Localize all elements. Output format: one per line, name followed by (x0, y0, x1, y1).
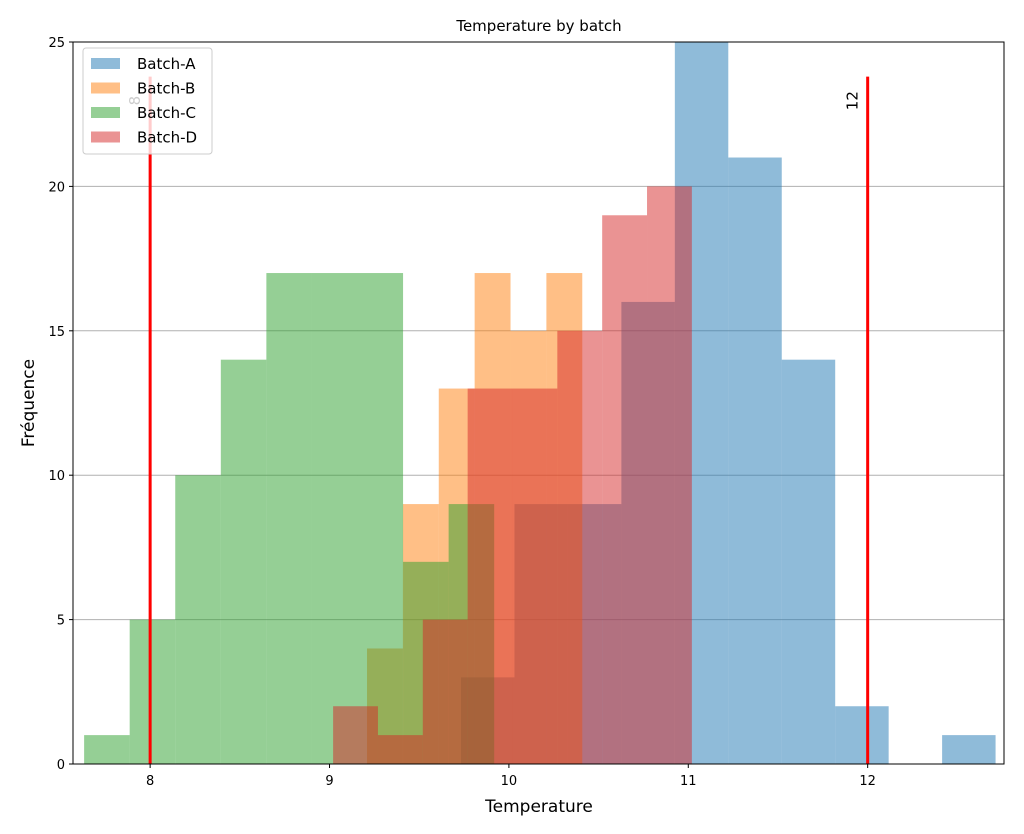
legend: Batch-A Batch-B Batch-C Batch-D (82, 47, 213, 155)
histogram-bar (422, 619, 468, 764)
axes-frame (72, 41, 1005, 765)
legend-label: Batch-C (137, 104, 196, 122)
histogram-bar (175, 475, 221, 764)
histogram-bar (311, 273, 358, 764)
y-tick-label: 0 (57, 758, 65, 773)
histogram-bar (467, 388, 513, 764)
y-tick-label: 15 (48, 325, 65, 340)
histogram-bar (942, 735, 996, 764)
legend-label: Batch-B (137, 80, 195, 98)
x-tick-label: 12 (859, 774, 876, 789)
x-tick-label: 10 (501, 774, 518, 789)
y-tick-label: 10 (48, 469, 65, 484)
chart-title: Temperature by batch (455, 17, 621, 35)
legend-swatch (91, 82, 120, 94)
histogram-bar (728, 157, 782, 764)
legend-swatch (91, 107, 120, 118)
histogram-bar (512, 388, 558, 764)
legend-swatch (91, 131, 120, 143)
x-tick-label: 9 (325, 774, 333, 789)
legend-box (82, 47, 213, 155)
histogram-bar (781, 359, 836, 764)
threshold-label: 12 (844, 91, 862, 110)
y-tick-label: 5 (57, 614, 65, 629)
histogram-bar (129, 619, 176, 764)
legend-label: Batch-D (137, 129, 197, 147)
histogram-bar (220, 359, 267, 764)
histogram-bar (357, 273, 404, 764)
x-axis-label: Temperature (484, 797, 593, 817)
y-axis-label: Fréquence (19, 359, 39, 447)
y-tick-label: 20 (48, 180, 65, 195)
histogram-bar (333, 706, 378, 764)
histogram-bar (602, 215, 648, 764)
legend-swatch (91, 58, 120, 69)
legend-label: Batch-A (137, 55, 196, 73)
histogram-bar (377, 735, 423, 764)
histogram-bar (266, 273, 312, 764)
histogram-bar (84, 735, 130, 764)
histogram-bar (647, 186, 692, 764)
x-tick-label: 8 (146, 774, 154, 789)
series-batch-d (333, 186, 692, 764)
x-tick-label: 11 (680, 774, 697, 789)
histogram-bar (557, 330, 603, 764)
y-tick-label: 25 (48, 36, 65, 51)
histogram-bar (835, 706, 889, 764)
